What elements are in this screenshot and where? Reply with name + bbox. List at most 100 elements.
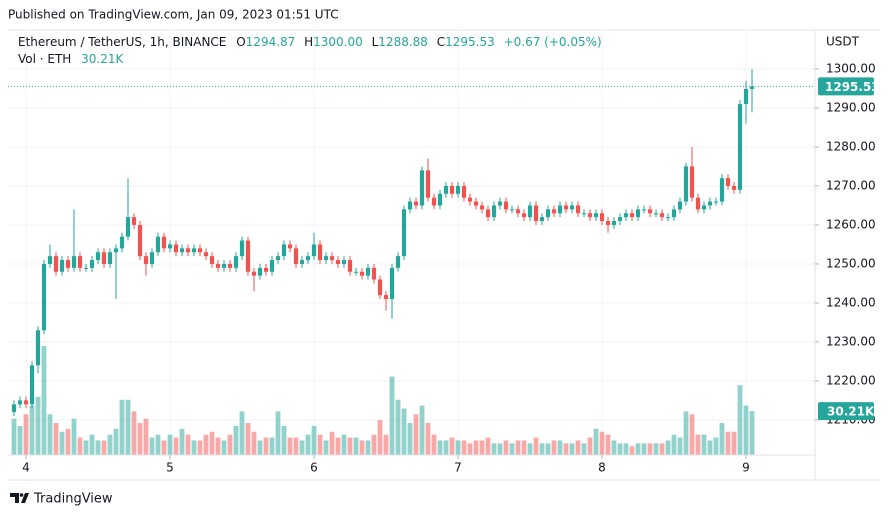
candle-body <box>449 185 455 194</box>
volume-bar <box>77 437 83 455</box>
volume-bar <box>593 428 599 455</box>
volume-bar <box>461 440 467 455</box>
candle-body <box>533 205 539 222</box>
candle-body <box>401 209 407 257</box>
volume-bar <box>497 443 503 455</box>
volume-bar <box>503 440 509 455</box>
volume-bar <box>533 437 539 455</box>
candle-body <box>17 400 23 405</box>
candle-body <box>359 271 365 276</box>
candle-body <box>113 248 119 253</box>
logo-dot <box>19 493 24 497</box>
candle-body <box>599 213 605 222</box>
candle-body <box>659 213 665 218</box>
volume-bar <box>485 437 491 455</box>
volume-bar <box>599 431 605 455</box>
symbol: Ethereum / TetherUS, 1h, BINANCE <box>18 35 226 49</box>
candle-body <box>197 248 203 253</box>
candle-body <box>293 248 299 264</box>
y-tick-label: 1290.00 <box>826 100 876 114</box>
candle-body <box>245 240 251 272</box>
volume-bar <box>131 411 137 455</box>
ohlc-value: 1288.88 <box>378 35 428 49</box>
volume-bar <box>731 431 737 455</box>
candle-body <box>233 256 239 268</box>
candle-body <box>695 197 701 210</box>
candle-body <box>737 104 743 190</box>
candle-body <box>35 330 41 366</box>
volume-bar <box>563 443 569 455</box>
volume-bar <box>449 437 455 455</box>
candle-body <box>173 244 179 253</box>
volume-bar <box>605 434 611 455</box>
volume-bar <box>233 425 239 455</box>
candle-body <box>263 267 269 272</box>
volume-bar <box>455 440 461 455</box>
volume-bar <box>635 443 641 455</box>
volume-bar <box>317 434 323 455</box>
volume-bar <box>659 443 665 455</box>
volume-bar <box>389 376 395 455</box>
volume-bar <box>113 428 119 455</box>
volume-bar <box>167 434 173 455</box>
volume-bar <box>53 423 59 455</box>
volume-bar <box>377 420 383 455</box>
y-tick-label: 1260.00 <box>826 217 876 231</box>
x-tick-label: 7 <box>454 461 462 475</box>
candle-body <box>341 260 347 264</box>
candle-body <box>713 201 719 203</box>
plot-area <box>8 30 815 455</box>
candle-body <box>557 205 563 214</box>
volume-bar <box>65 428 71 455</box>
candle-body <box>95 252 101 261</box>
candle-body <box>563 205 569 210</box>
candle-body <box>515 209 521 214</box>
candle-body <box>275 256 281 261</box>
candle-body <box>575 205 581 214</box>
y-tick-label: 1300.00 <box>826 61 876 75</box>
candle-body <box>473 201 479 206</box>
volume-bar <box>173 437 179 455</box>
candle-body <box>479 205 485 210</box>
candle-body <box>287 244 293 249</box>
candle-body <box>719 178 725 202</box>
logo-icon <box>10 493 29 503</box>
volume-bar <box>695 434 701 455</box>
candle-body <box>629 213 635 218</box>
candle-body <box>395 256 401 268</box>
volume-bar <box>575 440 581 455</box>
volume-bar <box>431 434 437 455</box>
volume-bar <box>257 440 263 455</box>
x-tick-label: 4 <box>22 461 30 475</box>
candle-body <box>311 244 317 257</box>
candle-body <box>731 185 737 190</box>
candle-body <box>83 267 89 269</box>
volume-bar <box>341 434 347 455</box>
volume-bar <box>137 423 143 455</box>
y-tick-label: 1250.00 <box>826 256 876 270</box>
volume-bar <box>335 437 341 455</box>
volume-bar <box>671 434 677 455</box>
last-price-label: 1295.53 <box>825 80 880 94</box>
candle-body <box>161 236 167 249</box>
candle-body <box>389 267 395 300</box>
volume-bar <box>467 443 473 455</box>
candle-body <box>623 213 629 218</box>
volume-bar <box>749 411 755 455</box>
volume-name: Vol · ETH <box>18 52 71 66</box>
volume-bar <box>737 385 743 455</box>
volume-bar <box>47 414 53 455</box>
volume-bar <box>527 443 533 455</box>
volume-bar <box>263 437 269 455</box>
candle-body <box>11 404 17 413</box>
candle-body <box>749 86 755 89</box>
candle-body <box>29 365 35 405</box>
candle-body <box>47 256 53 264</box>
volume-bar <box>275 411 281 455</box>
volume-bar <box>407 423 413 455</box>
published-note: Published on TradingView.com, Jan 09, 20… <box>8 8 339 22</box>
candle-body <box>431 197 437 206</box>
volume-bar <box>293 437 299 455</box>
candle-body <box>707 201 713 206</box>
candle-body <box>503 201 509 210</box>
